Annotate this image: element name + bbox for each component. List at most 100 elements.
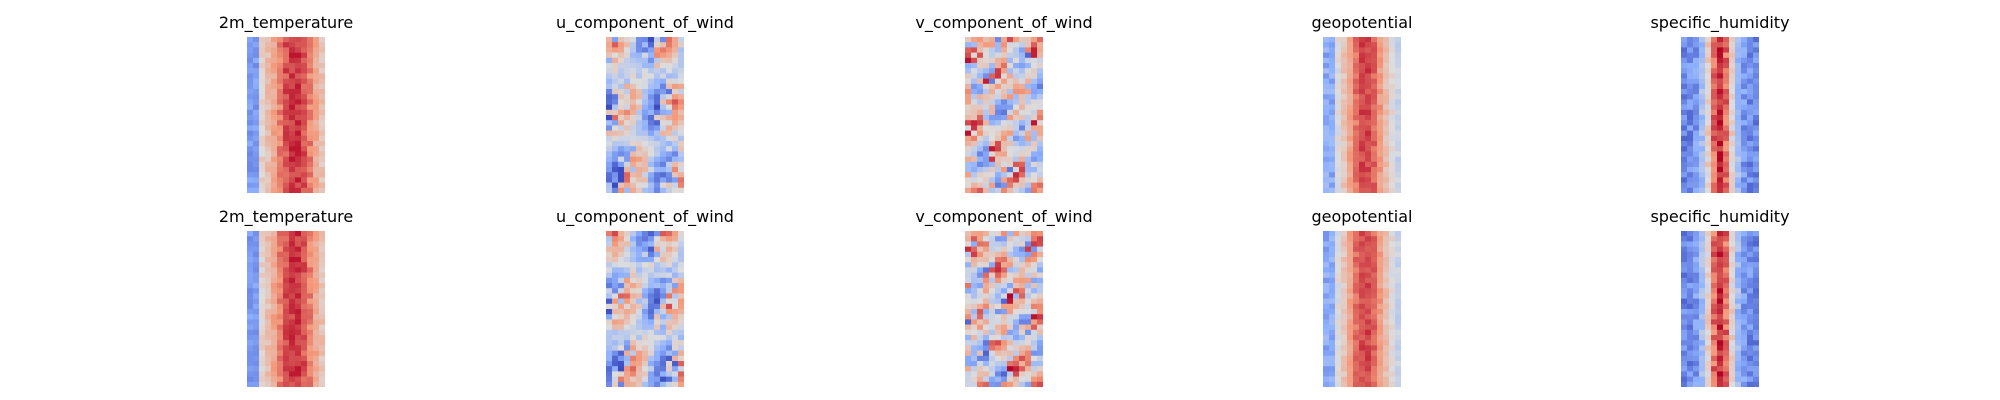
heatmap-cell — [624, 293, 630, 298]
heatmap-cell — [1377, 188, 1383, 193]
heatmap-cell — [1747, 84, 1753, 89]
heatmap-cell — [1735, 314, 1741, 319]
heatmap-cell — [1019, 73, 1025, 78]
heatmap-cell — [1693, 167, 1699, 172]
heatmap-cell — [1753, 141, 1759, 146]
heatmap-cell — [271, 299, 277, 304]
heatmap-cell — [295, 73, 301, 78]
heatmap-cell — [259, 68, 265, 73]
heatmap-cell — [983, 325, 989, 330]
heatmap-cell — [965, 382, 971, 387]
heatmap-cell — [1729, 146, 1735, 151]
heatmap-cell — [1359, 356, 1365, 361]
heatmap-cell — [313, 309, 319, 314]
heatmap-cell — [283, 340, 289, 345]
heatmap-cell — [642, 151, 648, 156]
heatmap-cell — [277, 53, 283, 58]
heatmap-cell — [313, 247, 319, 252]
heatmap-cell — [1019, 278, 1025, 283]
heatmap-cell — [247, 42, 253, 47]
heatmap-cell — [271, 37, 277, 42]
heatmap-cell — [624, 361, 630, 366]
heatmap-cell — [1341, 257, 1347, 262]
heatmap-cell — [1341, 371, 1347, 376]
heatmap-cell — [313, 351, 319, 356]
heatmap-cell — [678, 267, 684, 272]
heatmap-cell — [313, 162, 319, 167]
heatmap-cell — [1001, 105, 1007, 110]
heatmap-cell — [271, 183, 277, 188]
heatmap-cell — [1735, 177, 1741, 182]
heatmap-cell — [259, 361, 265, 366]
heatmap-cell — [1353, 231, 1359, 236]
heatmap-cell — [301, 42, 307, 47]
heatmap-cell — [965, 162, 971, 167]
heatmap-cell — [289, 172, 295, 177]
heatmap-cell — [1705, 172, 1711, 177]
heatmap-cell — [1377, 366, 1383, 371]
heatmap-cell — [295, 262, 301, 267]
heatmap-cell — [636, 293, 642, 298]
heatmap-cell — [654, 63, 660, 68]
heatmap-cell — [977, 371, 983, 376]
heatmap-cell — [654, 146, 660, 151]
heatmap-cell — [1037, 115, 1043, 120]
heatmap-cell — [654, 73, 660, 78]
heatmap-cell — [265, 361, 271, 366]
heatmap-cell — [606, 110, 612, 115]
heatmap-cell — [995, 267, 1001, 272]
heatmap-cell — [1025, 330, 1031, 335]
heatmap-cell — [1377, 53, 1383, 58]
heatmap-cell — [678, 172, 684, 177]
heatmap-cell — [1031, 314, 1037, 319]
heatmap-cell — [289, 131, 295, 136]
heatmap-cell — [1365, 262, 1371, 267]
heatmap-cell — [1359, 304, 1365, 309]
heatmap-cell — [612, 110, 618, 115]
heatmap-cell — [277, 73, 283, 78]
heatmap-cell — [1335, 84, 1341, 89]
heatmap-cell — [624, 120, 630, 125]
heatmap-cell — [648, 37, 654, 42]
heatmap-cell — [971, 345, 977, 350]
heatmap-cell — [1031, 162, 1037, 167]
heatmap-cell — [1365, 351, 1371, 356]
heatmap-cell — [983, 84, 989, 89]
heatmap-cell — [648, 141, 654, 146]
heatmap-cell — [1723, 58, 1729, 63]
heatmap-cell — [618, 136, 624, 141]
heatmap-cell — [1323, 366, 1329, 371]
heatmap-cell — [1371, 84, 1377, 89]
heatmap-cell — [1693, 356, 1699, 361]
heatmap-cell — [307, 89, 313, 94]
heatmap-cell — [253, 37, 259, 42]
heatmap-cell — [648, 89, 654, 94]
heatmap-cell — [1693, 162, 1699, 167]
heatmap-cell — [1329, 141, 1335, 146]
heatmap-cell — [1747, 382, 1753, 387]
heatmap-cell — [1377, 319, 1383, 324]
heatmap-cell — [1377, 351, 1383, 356]
heatmap-cell — [1389, 146, 1395, 151]
heatmap-cell — [1365, 141, 1371, 146]
heatmap-cell — [1323, 53, 1329, 58]
heatmap-cell — [1341, 131, 1347, 136]
heatmap-cell — [1705, 37, 1711, 42]
heatmap-cell — [1389, 345, 1395, 350]
heatmap-cell — [307, 299, 313, 304]
heatmap-cell — [1353, 262, 1359, 267]
heatmap-cell — [971, 262, 977, 267]
heatmap-cell — [1723, 89, 1729, 94]
heatmap-cell — [666, 120, 672, 125]
heatmap-cell — [995, 247, 1001, 252]
heatmap-cell — [1031, 231, 1037, 236]
heatmap-cell — [1353, 37, 1359, 42]
heatmap-cell — [1681, 288, 1687, 293]
heatmap-cell — [1365, 330, 1371, 335]
heatmap-cell — [1359, 141, 1365, 146]
heatmap-cell — [1037, 231, 1043, 236]
heatmap-cell — [259, 236, 265, 241]
heatmap-cell — [1001, 89, 1007, 94]
heatmap-cell — [247, 177, 253, 182]
heatmap-cell — [1329, 257, 1335, 262]
